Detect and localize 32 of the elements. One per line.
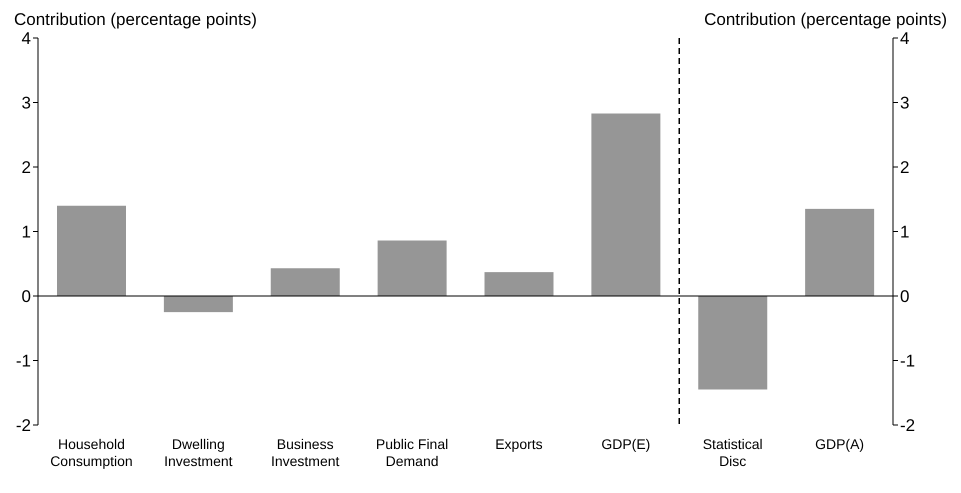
- y2-axis-title: Contribution (percentage points): [704, 10, 947, 30]
- y2-tick-label: 2: [900, 158, 910, 178]
- y-axis-title: Contribution (percentage points): [14, 10, 257, 30]
- x-tick-label: GDP(A): [815, 436, 864, 452]
- bar: [270, 268, 340, 296]
- y-tick-label: -1: [16, 352, 31, 371]
- y2-tick-label: 1: [900, 222, 910, 242]
- y2-tick-label: 3: [900, 94, 910, 113]
- y-tick-label: 1: [22, 222, 31, 242]
- x-tick-label: GDP(E): [601, 436, 650, 452]
- y-tick-label: 4: [22, 29, 31, 48]
- bar: [164, 296, 233, 312]
- x-tick-label: Exports: [495, 436, 543, 452]
- y2-tick-label: 0: [900, 287, 910, 306]
- bar: [57, 206, 126, 296]
- bar: [805, 208, 874, 296]
- bar: [484, 272, 554, 296]
- y-tick-label: 2: [22, 158, 31, 178]
- x-tick-label: Business Investment: [270, 436, 340, 469]
- y2-tick-label: -2: [900, 416, 916, 436]
- y2-tick-label: -1: [900, 352, 916, 371]
- bar: [378, 240, 447, 296]
- x-tick-label: Statistical Disc: [702, 436, 763, 469]
- x-tick-label: Dwelling Investment: [164, 436, 233, 469]
- y-tick-label: 3: [22, 94, 31, 113]
- x-tick-label: Household Consumption: [50, 436, 133, 469]
- x-tick-label: Public Final Demand: [376, 436, 448, 469]
- y-tick-label: 0: [22, 287, 31, 306]
- bar: [698, 296, 768, 390]
- y-tick-label: -2: [16, 416, 31, 436]
- y2-tick-label: 4: [900, 29, 910, 48]
- bar: [591, 113, 660, 296]
